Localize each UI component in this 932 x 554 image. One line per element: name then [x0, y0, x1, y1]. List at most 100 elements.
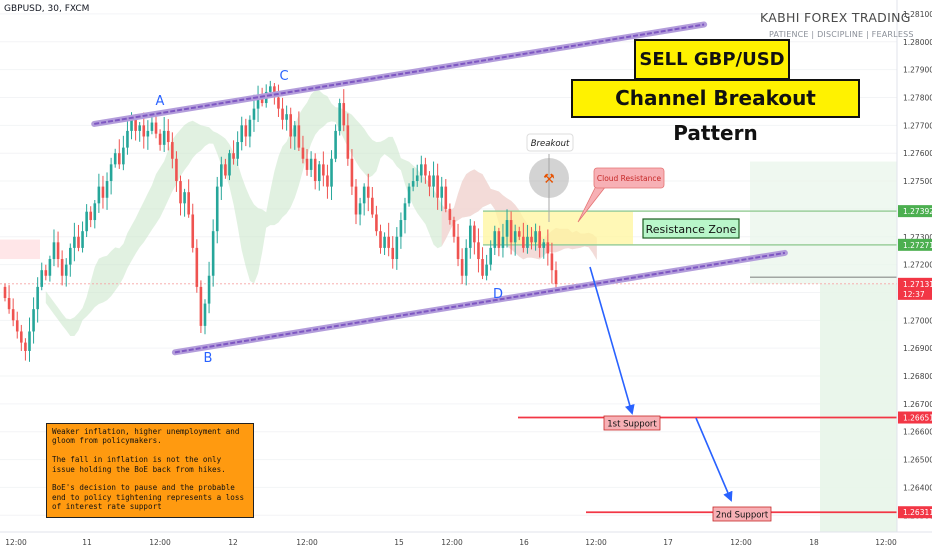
candle-body [326, 175, 329, 187]
price-tag-box [898, 287, 932, 300]
candle-body [28, 331, 31, 351]
candle-body [301, 147, 305, 159]
candle-body [334, 130, 337, 159]
candle-body [387, 236, 390, 248]
channel-upper-line [94, 23, 705, 125]
candle-body [48, 259, 52, 276]
candle-body [93, 203, 97, 221]
candle-body [505, 220, 509, 237]
candle-body [146, 130, 150, 137]
price-tag-label: 1.27131 [903, 280, 932, 289]
y-tick-label: 1.26600 [903, 428, 932, 437]
x-tick-label: 12:00 [5, 538, 27, 547]
candle-body [432, 175, 435, 187]
candle-body [130, 119, 133, 131]
x-tick-label: 16 [519, 538, 529, 547]
candle-body [526, 236, 529, 248]
candle-body [395, 236, 399, 260]
y-tick-label: 1.26400 [903, 483, 932, 492]
candle-body [36, 286, 39, 310]
candle-body [403, 203, 407, 221]
candle-body [534, 231, 537, 243]
candle-body [248, 119, 252, 137]
point-label-c: C [279, 69, 288, 84]
candle-body [113, 153, 117, 165]
y-tick-label: 1.27800 [903, 93, 932, 102]
candle-body [15, 320, 19, 332]
candle-body [485, 264, 488, 276]
candle-body [342, 103, 346, 126]
candle-body [3, 286, 7, 299]
y-tick-label: 1.28000 [903, 38, 932, 47]
candle-body [468, 225, 472, 248]
arrow-to-second-support [695, 417, 733, 502]
price-tag-box [898, 238, 932, 251]
candle-body [538, 231, 541, 248]
candle-body [497, 231, 501, 248]
candle-body [179, 181, 182, 204]
zones-layer [0, 161, 897, 532]
fundamental-note: Weaker inflation, higher unemployment an… [46, 423, 254, 518]
candle-body [228, 153, 231, 176]
price-tag-box [898, 277, 932, 290]
candle-body [285, 114, 288, 120]
candle-body [358, 203, 362, 215]
breakout-label: Breakout [531, 139, 570, 149]
candle-body [203, 303, 207, 326]
y-tick-label: 1.26500 [903, 456, 932, 465]
candle-body [448, 208, 452, 221]
support-label-1: 1st Support [607, 420, 657, 430]
price-tag-box [898, 205, 932, 218]
candle-body [105, 181, 109, 198]
candle-body [77, 236, 80, 248]
candle-body [207, 275, 211, 304]
candle-body [546, 242, 550, 254]
candle-body [473, 225, 476, 243]
y-tick-label: 1.26700 [903, 400, 932, 409]
candle-body [411, 181, 415, 187]
candle-body [138, 125, 141, 131]
target-box-upper [750, 161, 897, 284]
price-tag-label: 1.27271 [903, 241, 932, 250]
candle-body [440, 186, 444, 198]
candle-body [150, 122, 154, 131]
candle-body [513, 231, 517, 243]
support-label-box-2 [712, 506, 772, 522]
candle-body [122, 147, 125, 165]
candle-body [40, 270, 44, 287]
candle-body [330, 158, 333, 187]
title-sell: SELL GBP/USD [634, 39, 790, 80]
channel-lower-line [174, 251, 786, 354]
x-tick-label: 12:00 [875, 538, 897, 547]
x-tick-label: 12:00 [441, 538, 463, 547]
candle-body [420, 164, 423, 176]
support-label-box-1 [603, 415, 661, 431]
candle-body [117, 153, 121, 165]
y-tick-label: 1.27300 [903, 233, 932, 242]
candle-body [366, 186, 370, 198]
candle-body [232, 153, 235, 159]
candle-body [428, 175, 431, 187]
y-tick-label: 1.26900 [903, 344, 932, 353]
candle-body [350, 158, 354, 187]
title-pattern: Channel Breakout Pattern [571, 79, 860, 145]
resistance-zone-label: Resistance Zone [646, 223, 737, 236]
candle-body [477, 242, 480, 260]
candle-body [166, 130, 170, 143]
candle-body [256, 97, 260, 109]
candle-body [81, 231, 84, 248]
candle-body [317, 164, 321, 182]
x-tick-label: 17 [663, 538, 673, 547]
candle-body [195, 247, 199, 287]
candle-body [297, 125, 301, 148]
candle-body [7, 298, 11, 310]
candle-body [464, 247, 468, 276]
breakout-label-box [526, 133, 574, 152]
hammer-icon: ⚒ [543, 172, 555, 187]
x-tick-label: 12:00 [296, 538, 318, 547]
candle-body [444, 186, 448, 209]
candle-body [24, 342, 27, 351]
candle-body [171, 142, 174, 159]
candle-body [542, 242, 546, 248]
candle-body [109, 164, 113, 182]
